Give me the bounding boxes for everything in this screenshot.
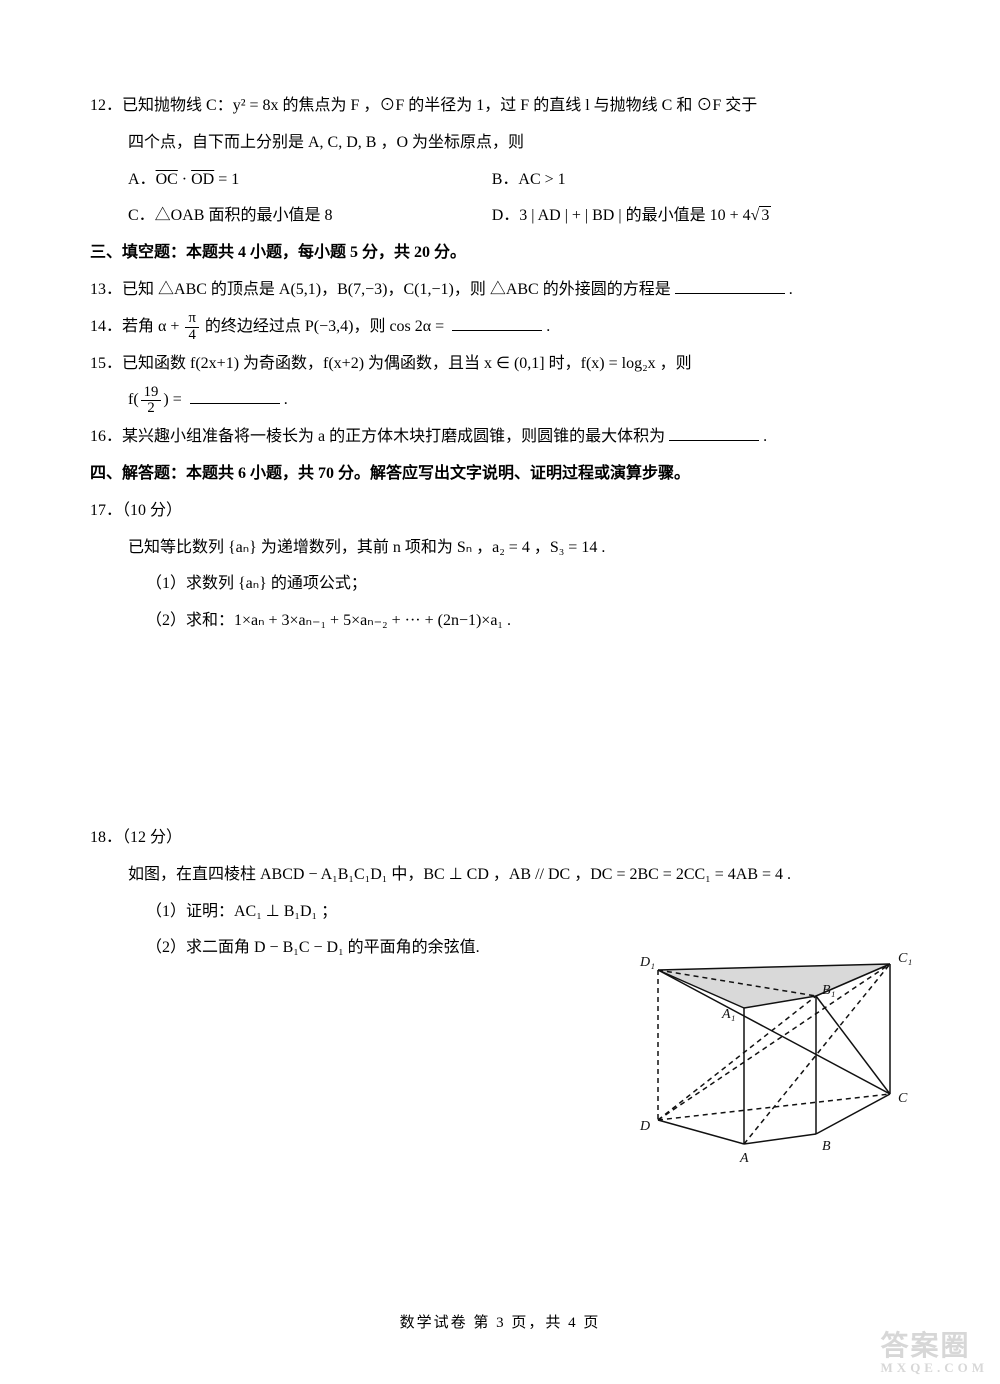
q14: 14．若角 α + π4 的终边经过点 P(−3,4)，则 cos 2α = . [90, 309, 910, 346]
vector-oc: OC [156, 171, 178, 188]
q12-stem-a: 12．已知抛物线 C：y² = 8x 的焦点为 F ，⊙F 的半径为 1，过 F… [90, 88, 910, 125]
q12-row-2: C．△OAB 面积的最小值是 8 D．3 | AD | + | BD | 的最小… [90, 198, 910, 235]
q13-text-a: 已知 △ABC 的顶点是 A(5,1)，B(7,−3)，C(1,−1)，则 △A… [122, 281, 671, 298]
radicand-3: 3 [759, 206, 771, 224]
q14-text-b: 的终边经过点 P(−3,4)，则 cos 2α = [201, 318, 448, 335]
svg-text:B₁: B₁ [822, 983, 835, 998]
frac-den-2: 2 [141, 401, 162, 416]
q12-row-1: A．OC · OD = 1 B．AC > 1 [90, 162, 910, 199]
work-space [90, 640, 910, 820]
q17-part2: （2）求和：1×aₙ + 3×aₙ₋₁ + 5×aₙ₋₂ + ··· + (2n… [90, 603, 910, 640]
watermark-sub: MXQE.COM [881, 1360, 988, 1376]
watermark-main: 答案圈 [881, 1331, 971, 1362]
q15-text-a: 已知函数 f(2x+1) 为奇函数，f(x+2) 为偶函数，且当 x ∈ (0,… [122, 355, 692, 372]
q15-post: ) = [163, 391, 185, 408]
fraction-19-2: 192 [141, 385, 162, 417]
prism-figure: D₁ C₁ A₁ B₁ D C A B [636, 946, 916, 1166]
watermark: 答案圈 MXQE.COM [881, 1324, 988, 1376]
q18-points: （12 分） [122, 829, 182, 846]
q15-text-c: . [284, 391, 288, 408]
q18-stem: 如图，在直四棱柱 ABCD − A₁B₁C₁D₁ 中，BC ⊥ CD ，AB /… [90, 857, 910, 894]
q14-text-a: 若角 α + [122, 318, 183, 335]
frac-den: 4 [185, 328, 198, 343]
q13-text-b: . [789, 281, 793, 298]
q13: 13．已知 △ABC 的顶点是 A(5,1)，B(7,−3)，C(1,−1)，则… [90, 272, 910, 309]
q13-number: 13． [90, 281, 122, 298]
q17-number: 17． [90, 502, 122, 519]
q18-number: 18． [90, 829, 122, 846]
frac-num-19: 19 [141, 385, 162, 401]
q12-opt-c: C．△OAB 面积的最小值是 8 [128, 198, 492, 235]
q16-blank [669, 425, 759, 441]
q12-stem-b: 四个点，自下而上分别是 A, C, D, B ，O 为坐标原点，则 [90, 125, 910, 162]
q17-part1: （1）求数列 {aₙ} 的通项公式； [90, 566, 910, 603]
q12-opt-d-pre: D．3 | AD | + | BD | 的最小值是 10 + 4 [492, 207, 751, 224]
q16-text-b: . [763, 428, 767, 445]
frac-num: π [185, 311, 198, 327]
q15-pre: f( [128, 391, 139, 408]
q14-blank [452, 315, 542, 331]
fraction-pi-4: π4 [185, 311, 198, 343]
q12-number: 12． [90, 97, 122, 114]
q16-text-a: 某兴趣小组准备将一棱长为 a 的正方体木块打磨成圆锥，则圆锥的最大体积为 [122, 428, 665, 445]
q15-number: 15． [90, 355, 122, 372]
q14-number: 14． [90, 318, 122, 335]
q14-text-c: . [546, 318, 550, 335]
section-4-title: 四、解答题：本题共 6 小题，共 70 分。解答应写出文字说明、证明过程或演算步… [90, 456, 910, 493]
svg-text:C₁: C₁ [898, 951, 912, 966]
svg-text:B: B [822, 1139, 831, 1154]
q12-opt-d: D．3 | AD | + | BD | 的最小值是 10 + 4 3 [492, 198, 910, 235]
q13-blank [675, 278, 785, 294]
vector-od: OD [191, 171, 214, 188]
q12-opt-b: B．AC > 1 [492, 162, 910, 199]
svg-text:D: D [639, 1119, 650, 1134]
svg-text:C: C [898, 1091, 908, 1106]
q15-line2: f(192) = . [90, 382, 910, 419]
sqrt-3-icon: 3 [751, 198, 772, 235]
q18-header: 18．（12 分） [90, 820, 910, 857]
section-3-title: 三、填空题：本题共 4 小题，每小题 5 分，共 20 分。 [90, 235, 910, 272]
svg-text:A₁: A₁ [721, 1007, 735, 1022]
q15-line1: 15．已知函数 f(2x+1) 为奇函数，f(x+2) 为偶函数，且当 x ∈ … [90, 346, 910, 383]
exam-page: 12．已知抛物线 C：y² = 8x 的焦点为 F ，⊙F 的半径为 1，过 F… [0, 0, 1000, 1384]
q17-points: （10 分） [122, 502, 182, 519]
svg-text:D₁: D₁ [639, 955, 655, 970]
q16-number: 16． [90, 428, 122, 445]
q12-opt-a: A．OC · OD = 1 [128, 162, 492, 199]
q15-blank [190, 388, 280, 404]
svg-text:A: A [739, 1151, 749, 1166]
q17-header: 17．（10 分） [90, 493, 910, 530]
q16: 16．某兴趣小组准备将一棱长为 a 的正方体木块打磨成圆锥，则圆锥的最大体积为. [90, 419, 910, 456]
q18-part1: （1）证明：AC₁ ⊥ B₁D₁ ； [90, 894, 910, 931]
page-footer: 数学试卷 第 3 页，共 4 页 [0, 1311, 1000, 1332]
q17-stem: 已知等比数列 {aₙ} 为递增数列，其前 n 项和为 Sₙ ，a₂ = 4 ，S… [90, 530, 910, 567]
q12-text-a: 已知抛物线 C：y² = 8x 的焦点为 F ，⊙F 的半径为 1，过 F 的直… [122, 97, 757, 114]
